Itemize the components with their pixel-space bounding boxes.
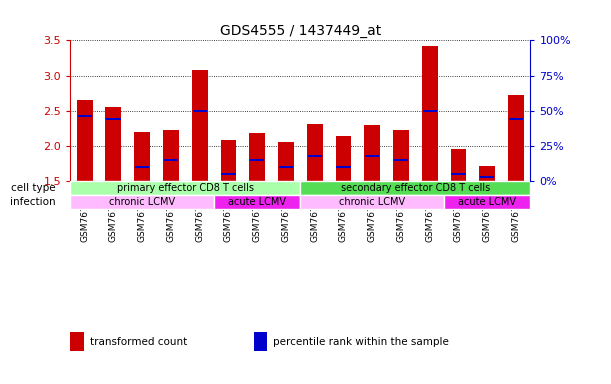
Text: secondary effector CD8 T cells: secondary effector CD8 T cells: [341, 183, 490, 193]
Bar: [336, 166, 351, 168]
Bar: [134, 132, 150, 181]
Bar: [221, 140, 236, 181]
Text: acute LCMV: acute LCMV: [458, 197, 516, 207]
Bar: [301, 181, 530, 195]
Bar: [77, 100, 92, 181]
Bar: [450, 149, 466, 181]
Bar: [479, 166, 495, 181]
Bar: [394, 159, 408, 161]
Bar: [307, 155, 322, 157]
Text: primary effector CD8 T cells: primary effector CD8 T cells: [117, 183, 254, 193]
Bar: [192, 110, 207, 112]
Bar: [364, 125, 380, 181]
Bar: [70, 195, 214, 209]
Title: GDS4555 / 1437449_at: GDS4555 / 1437449_at: [220, 24, 381, 38]
Bar: [106, 107, 122, 181]
Bar: [164, 159, 178, 161]
Bar: [192, 70, 208, 181]
Bar: [301, 195, 444, 209]
Bar: [250, 159, 265, 161]
Bar: [78, 115, 92, 118]
Text: chronic LCMV: chronic LCMV: [339, 197, 405, 207]
Bar: [480, 176, 494, 178]
Bar: [214, 195, 301, 209]
Text: cell type: cell type: [11, 183, 56, 193]
Bar: [335, 136, 351, 181]
Text: acute LCMV: acute LCMV: [228, 197, 286, 207]
Bar: [249, 133, 265, 181]
Text: transformed count: transformed count: [89, 337, 187, 347]
Bar: [221, 173, 235, 175]
Bar: [422, 46, 437, 181]
Bar: [278, 142, 294, 181]
Bar: [135, 166, 149, 168]
Bar: [307, 124, 323, 181]
Bar: [163, 131, 179, 181]
Bar: [508, 95, 524, 181]
Bar: [509, 118, 523, 120]
Bar: [452, 173, 466, 175]
Bar: [70, 181, 301, 195]
Text: infection: infection: [10, 197, 56, 207]
Bar: [254, 332, 268, 351]
Text: chronic LCMV: chronic LCMV: [109, 197, 175, 207]
Bar: [106, 118, 120, 120]
Text: percentile rank within the sample: percentile rank within the sample: [273, 337, 448, 347]
Bar: [444, 195, 530, 209]
Bar: [70, 332, 84, 351]
Bar: [423, 110, 437, 112]
Bar: [365, 155, 379, 157]
Bar: [393, 131, 409, 181]
Bar: [279, 166, 293, 168]
